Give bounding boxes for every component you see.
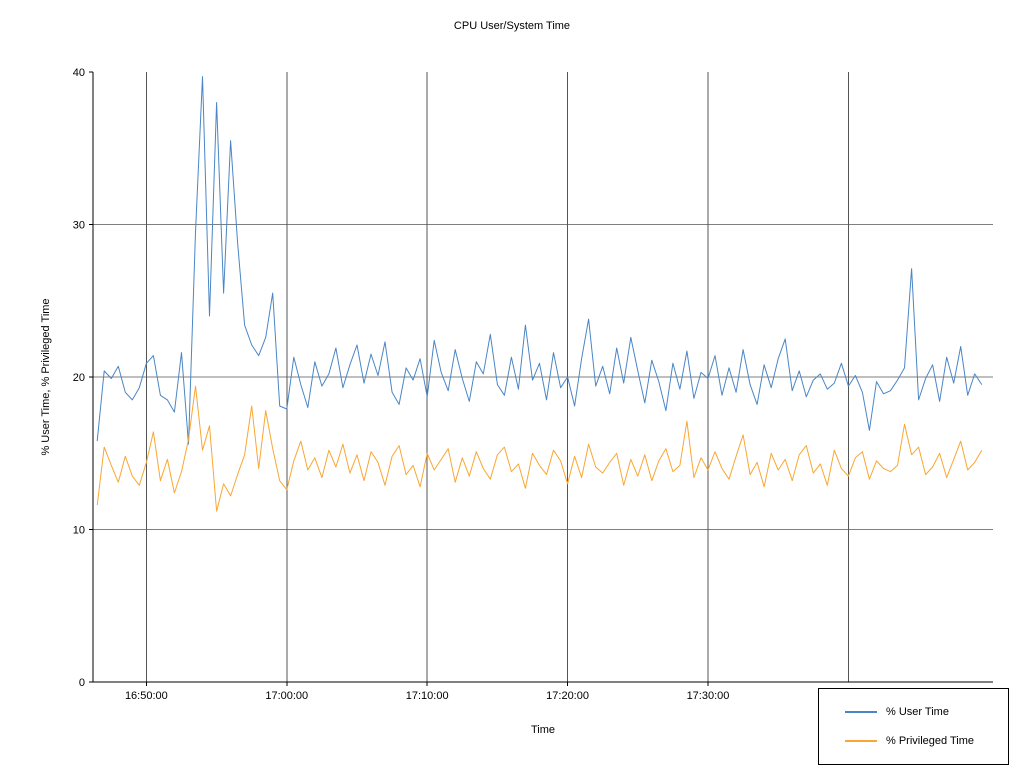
legend-item-user-time: % User Time bbox=[845, 706, 1000, 718]
series-line-user-time bbox=[96, 76, 983, 445]
x-tick-label: 17:00:00 bbox=[265, 690, 308, 702]
x-tick-label: 17:10:00 bbox=[406, 690, 449, 702]
legend-label-user-time: % User Time bbox=[886, 705, 949, 718]
chart-title: CPU User/System Time bbox=[453, 20, 571, 32]
y-tick-label: 0 bbox=[79, 677, 85, 689]
legend-item-privileged-time: % Privileged Time bbox=[845, 735, 1000, 747]
legend: % User Time % Privileged Time bbox=[818, 688, 1009, 765]
y-tick-label: 10 bbox=[73, 525, 85, 537]
y-tick-label: 40 bbox=[73, 67, 85, 79]
legend-swatch-user-time bbox=[845, 710, 877, 713]
legend-label-privileged-time: % Privileged Time bbox=[886, 735, 975, 748]
y-tick-label: 20 bbox=[73, 372, 85, 384]
y-tick-label: 30 bbox=[73, 220, 85, 232]
x-axis-title: Time bbox=[530, 724, 556, 736]
x-tick-label: 17:30:00 bbox=[687, 690, 730, 702]
x-tick-label: 16:50:00 bbox=[125, 690, 168, 702]
x-tick-label: 17:20:00 bbox=[546, 690, 589, 702]
series-line-privileged-time bbox=[96, 385, 983, 512]
legend-swatch-privileged-time bbox=[845, 740, 877, 743]
